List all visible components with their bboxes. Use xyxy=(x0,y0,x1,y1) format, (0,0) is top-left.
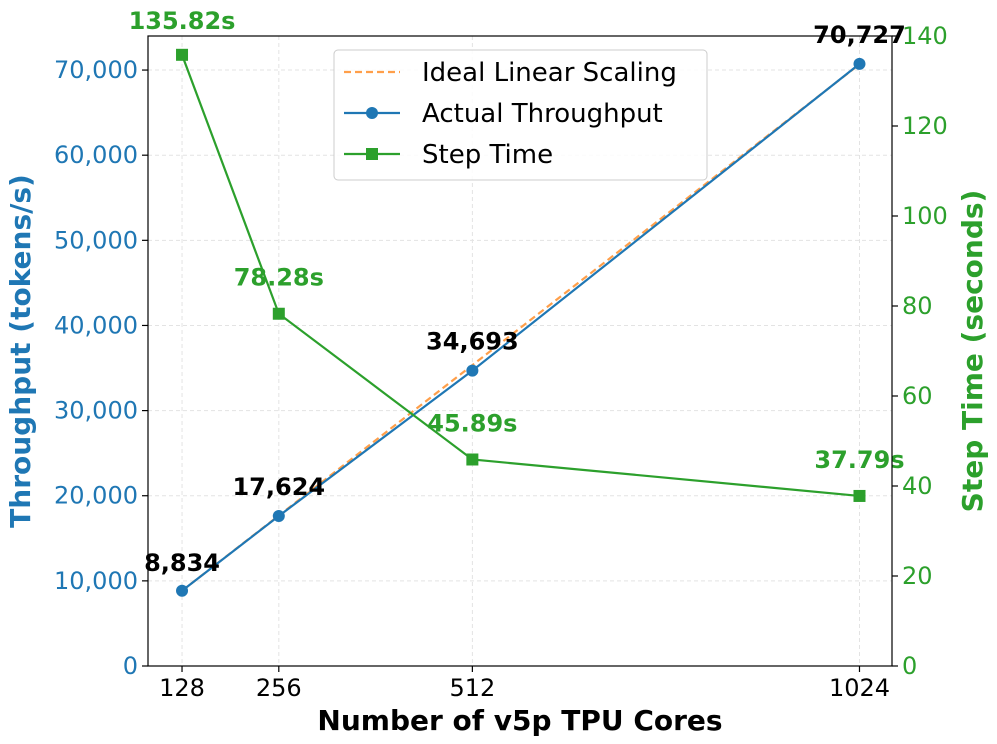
right-y-tick-label: 60 xyxy=(902,382,933,410)
left-y-tick-label: 0 xyxy=(123,652,138,680)
right-y-tick-label: 100 xyxy=(902,202,948,230)
series-line-step-time xyxy=(180,54,860,498)
x-tick-label: 256 xyxy=(256,674,302,702)
left-y-axis-title: Throughput (tokens/s) xyxy=(4,174,37,528)
actual-throughput-data-label: 34,693 xyxy=(426,328,519,356)
axis-ticks: 128 256 512 1024 0 10,000 20,000 30,000 40,000 50… xyxy=(54,22,948,702)
throughput-point xyxy=(272,509,285,522)
step-time-data-label: 78.28s xyxy=(234,264,324,292)
step-time-data-label: 45.89s xyxy=(427,409,517,437)
actual-throughput-data-label: 8,834 xyxy=(144,549,220,577)
series-layer xyxy=(176,48,866,597)
x-axis-title: Number of v5p TPU Cores xyxy=(317,704,722,737)
throughput-point xyxy=(853,57,866,70)
right-y-tick-label: 0 xyxy=(902,652,917,680)
legend-marker-circle xyxy=(366,107,378,119)
actual-throughput-data-label: 70,727 xyxy=(813,21,906,49)
left-y-tick-label: 40,000 xyxy=(54,311,138,339)
x-tick-label: 1024 xyxy=(829,674,890,702)
legend-label: Ideal Linear Scaling xyxy=(422,58,677,88)
step-time-point xyxy=(272,307,285,320)
throughput-point xyxy=(466,364,479,377)
right-y-tick-label: 20 xyxy=(902,562,933,590)
legend-marker-square xyxy=(366,148,378,160)
plot-area-frame xyxy=(147,35,893,667)
right-y-tick-label: 140 xyxy=(902,22,948,50)
legend-box xyxy=(333,49,708,181)
right-y-tick-label: 80 xyxy=(902,292,933,320)
legend-label: Actual Throughput xyxy=(422,99,663,129)
legend: Ideal Linear Scaling Actual Throughput Ste… xyxy=(333,49,708,181)
right-y-axis-title: Step Time (seconds) xyxy=(956,190,989,513)
x-tick-label: 128 xyxy=(159,674,205,702)
right-y-tick-label: 120 xyxy=(902,112,948,140)
x-tick-label: 512 xyxy=(449,674,495,702)
throughput-point xyxy=(176,584,189,597)
left-y-tick-label: 60,000 xyxy=(54,141,138,169)
actual-throughput-data-label: 17,624 xyxy=(232,473,325,501)
left-y-tick-label: 30,000 xyxy=(54,397,138,425)
right-y-tick-label: 40 xyxy=(902,472,933,500)
left-y-tick-label: 20,000 xyxy=(54,482,138,510)
step-time-point xyxy=(176,48,189,61)
step-time-point xyxy=(466,453,479,466)
left-y-tick-label: 70,000 xyxy=(54,56,138,84)
data-labels: 8,834 17,624 34,693 70,727 135.82s 78.28s 45.8… xyxy=(129,7,906,577)
left-y-tick-label: 50,000 xyxy=(54,226,138,254)
left-y-tick-label: 10,000 xyxy=(54,567,138,595)
step-time-data-label: 135.82s xyxy=(129,7,236,35)
series-line-actual-throughput xyxy=(181,63,861,592)
step-time-data-label: 37.79s xyxy=(814,446,904,474)
legend-label: Step Time xyxy=(422,140,553,170)
step-time-point xyxy=(853,489,866,502)
